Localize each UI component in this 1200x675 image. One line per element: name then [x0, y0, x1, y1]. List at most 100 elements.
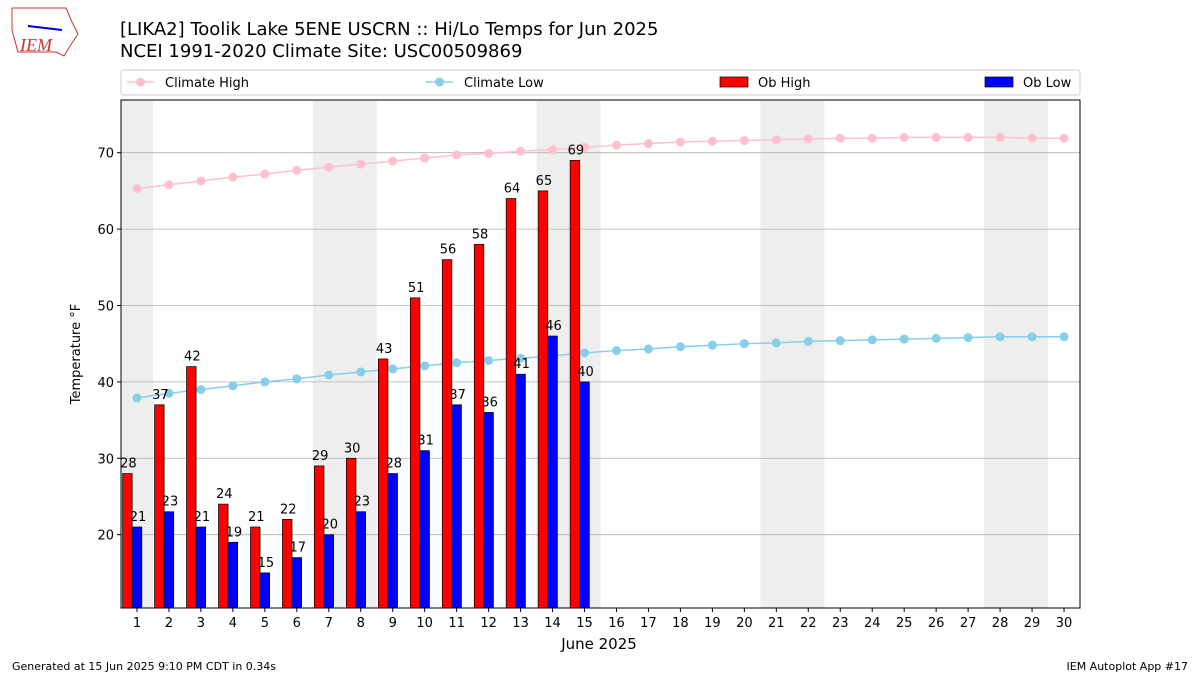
climate-point	[867, 335, 877, 345]
climate-point	[196, 385, 206, 395]
bar-label: 37	[449, 388, 466, 403]
x-tick-label: 25	[896, 616, 913, 631]
bar-label: 28	[120, 457, 137, 472]
climate-point	[324, 370, 334, 380]
bar	[419, 450, 430, 609]
x-tick-label: 22	[800, 616, 817, 631]
bar-label: 36	[481, 395, 498, 410]
bar	[579, 381, 590, 609]
bar	[483, 412, 494, 609]
legend-box	[120, 69, 1081, 96]
bar-label: 46	[545, 319, 562, 334]
logo-text: IEM	[19, 35, 53, 55]
bar	[323, 534, 334, 609]
legend-swatch	[984, 76, 1014, 88]
bar	[537, 190, 549, 609]
bar-label: 21	[130, 510, 147, 525]
x-tick-label: 16	[608, 616, 625, 631]
climate-point	[484, 355, 494, 365]
climate-point	[771, 338, 781, 348]
climate-point	[707, 136, 717, 146]
bar	[569, 159, 581, 609]
climate-point	[803, 134, 813, 144]
x-tick-label: 24	[864, 616, 881, 631]
y-axis-label: Temperature °F	[69, 304, 84, 405]
bar	[186, 366, 197, 609]
bar-label: 58	[472, 227, 489, 242]
bar	[291, 557, 302, 609]
climate-point	[356, 159, 366, 169]
bar-label: 30	[344, 441, 361, 456]
x-tick-label: 19	[704, 616, 721, 631]
bar-label: 31	[417, 434, 434, 449]
climate-point	[899, 334, 909, 344]
climate-point	[292, 374, 302, 384]
bar-label: 42	[184, 350, 201, 365]
x-tick-label: 2	[165, 616, 173, 631]
climate-point	[452, 150, 462, 160]
climate-point	[292, 165, 302, 175]
x-tick-label: 9	[389, 616, 397, 631]
climate-point	[1059, 133, 1069, 143]
climate-point	[611, 140, 621, 150]
bar-label: 37	[152, 388, 169, 403]
climate-point	[452, 358, 462, 368]
footer-left: Generated at 15 Jun 2025 9:10 PM CDT in …	[12, 660, 276, 673]
bar-label: 19	[226, 525, 243, 540]
x-tick-label: 14	[544, 616, 561, 631]
climate-point	[675, 137, 685, 147]
climate-point	[739, 339, 749, 349]
x-tick-label: 18	[672, 616, 689, 631]
bar-label: 21	[194, 510, 211, 525]
bar	[387, 473, 398, 609]
legend-marker	[136, 77, 145, 87]
climate-point	[260, 377, 270, 387]
legend-swatch	[719, 76, 749, 88]
legend-label: Ob Low	[1023, 76, 1072, 91]
y-tick-label: 40	[97, 376, 114, 391]
weekend-band	[760, 100, 825, 608]
bar-label: 21	[248, 510, 265, 525]
x-tick-label: 30	[1056, 616, 1073, 631]
bar-label: 23	[353, 495, 370, 510]
climate-point	[963, 132, 973, 142]
climate-point	[196, 176, 206, 186]
bar-label: 29	[312, 449, 329, 464]
bar	[409, 297, 421, 609]
climate-point	[1059, 332, 1069, 342]
climate-point	[356, 367, 366, 377]
logo-outline	[11, 7, 79, 57]
bar-label: 65	[536, 174, 553, 189]
bar-label: 51	[408, 281, 425, 296]
footer-right: IEM Autoplot App #17	[1067, 660, 1189, 673]
x-tick-label: 10	[416, 616, 433, 631]
bar-label: 20	[322, 518, 339, 533]
logo: IEM	[11, 7, 79, 57]
climate-point	[420, 153, 430, 163]
bar-label: 24	[216, 487, 233, 502]
bar-label: 15	[258, 556, 275, 571]
chart-title: [LIKA2] Toolik Lake 5ENE USCRN :: Hi/Lo …	[120, 19, 658, 40]
x-tick-label: 13	[512, 616, 529, 631]
bar	[451, 404, 462, 609]
legend-marker	[435, 77, 444, 87]
legend-label: Ob High	[758, 76, 811, 91]
bar	[259, 572, 270, 609]
x-tick-label: 29	[1024, 616, 1041, 631]
x-tick-label: 4	[229, 616, 237, 631]
bar	[346, 457, 357, 609]
x-axis-label: June 2025	[560, 635, 637, 653]
climate-point	[803, 336, 813, 346]
bar	[218, 503, 229, 609]
climate-point	[643, 139, 653, 149]
bar	[515, 373, 526, 609]
climate-point	[228, 172, 238, 182]
climate-point	[771, 135, 781, 145]
y-tick-label: 30	[97, 452, 114, 467]
climate-point	[132, 184, 142, 194]
x-tick-label: 26	[928, 616, 945, 631]
climate-point	[963, 333, 973, 343]
bar-label: 22	[280, 502, 297, 517]
bar	[227, 541, 239, 609]
